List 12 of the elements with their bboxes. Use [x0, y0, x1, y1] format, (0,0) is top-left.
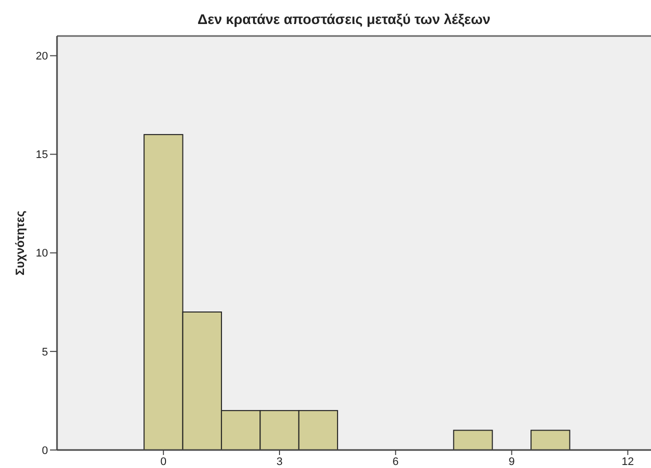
x-tick-label: 0 [160, 456, 166, 468]
y-tick-label: 0 [42, 444, 48, 457]
x-tick-label: 6 [392, 456, 399, 468]
chart-title: Δεν κρατάνε αποστάσεις μεταξύ των λέξεων [198, 11, 491, 27]
y-tick-label: 20 [36, 50, 48, 63]
y-tick-label: 15 [36, 149, 48, 162]
x-tick-label: 9 [508, 456, 515, 468]
y-tick-label: 10 [36, 248, 48, 260]
y-tick-label: 5 [42, 346, 48, 358]
x-tick-label: 12 [622, 456, 634, 468]
x-tick-label: 3 [276, 456, 283, 468]
y-axis-title: Συχνότητες [13, 210, 27, 276]
